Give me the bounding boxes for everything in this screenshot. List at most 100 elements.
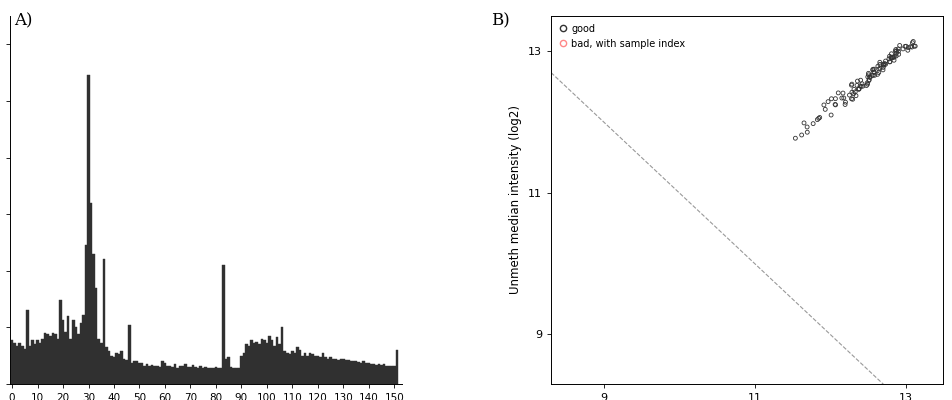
Bar bbox=[372, 364, 375, 384]
Point bbox=[860, 70, 875, 76]
Point bbox=[816, 102, 831, 108]
Bar bbox=[92, 254, 95, 384]
Point bbox=[845, 90, 861, 97]
Bar bbox=[263, 340, 266, 384]
Point bbox=[885, 53, 901, 60]
Bar bbox=[33, 344, 36, 384]
Bar bbox=[88, 76, 89, 384]
Bar bbox=[115, 353, 118, 384]
Bar bbox=[191, 365, 194, 384]
Point bbox=[870, 66, 885, 72]
Bar bbox=[322, 353, 324, 384]
Point bbox=[820, 98, 835, 105]
Bar bbox=[390, 366, 392, 384]
Point bbox=[811, 114, 826, 121]
Point bbox=[835, 90, 850, 96]
Bar bbox=[255, 342, 258, 384]
Bar bbox=[347, 360, 349, 384]
Bar bbox=[199, 366, 202, 384]
Point bbox=[888, 50, 903, 56]
Legend: good, bad, with sample index: good, bad, with sample index bbox=[555, 21, 687, 52]
Bar bbox=[100, 343, 103, 384]
Point bbox=[854, 80, 869, 87]
Bar bbox=[314, 356, 316, 384]
Bar bbox=[156, 366, 158, 384]
Bar bbox=[339, 359, 342, 384]
Bar bbox=[128, 324, 130, 384]
Bar bbox=[141, 363, 143, 384]
Point bbox=[861, 76, 876, 83]
Point bbox=[871, 61, 886, 68]
Bar bbox=[290, 352, 293, 384]
Bar bbox=[10, 340, 13, 384]
Bar bbox=[293, 353, 296, 384]
Bar bbox=[72, 320, 74, 384]
Bar bbox=[365, 363, 367, 384]
Point bbox=[881, 59, 896, 65]
Bar bbox=[237, 368, 240, 384]
Point bbox=[875, 62, 890, 68]
Point bbox=[906, 43, 922, 49]
Point bbox=[860, 74, 875, 80]
Point bbox=[862, 74, 877, 80]
Point bbox=[861, 78, 876, 84]
Point bbox=[891, 42, 906, 49]
Bar bbox=[166, 366, 169, 384]
Point bbox=[793, 132, 808, 138]
Bar bbox=[243, 353, 245, 384]
Point bbox=[827, 96, 843, 102]
Bar bbox=[47, 334, 49, 384]
Bar bbox=[105, 347, 108, 384]
Bar bbox=[89, 203, 92, 384]
Point bbox=[799, 124, 814, 130]
Bar bbox=[24, 349, 26, 384]
Bar bbox=[301, 356, 304, 384]
Bar bbox=[97, 339, 100, 384]
Bar bbox=[360, 363, 362, 384]
Bar bbox=[143, 366, 146, 384]
Point bbox=[835, 95, 850, 101]
Point bbox=[877, 58, 892, 64]
Bar bbox=[13, 343, 16, 384]
Point bbox=[863, 72, 879, 79]
Bar bbox=[286, 353, 288, 384]
Point bbox=[871, 65, 886, 71]
Bar bbox=[44, 333, 47, 384]
Point bbox=[823, 112, 838, 118]
Point bbox=[859, 80, 874, 86]
Bar bbox=[146, 364, 149, 384]
Point bbox=[875, 67, 890, 73]
Bar bbox=[59, 300, 62, 384]
Point bbox=[883, 54, 899, 61]
Bar bbox=[217, 368, 220, 384]
Point bbox=[837, 101, 852, 108]
Bar bbox=[228, 357, 229, 384]
Bar bbox=[207, 368, 209, 384]
Bar bbox=[214, 367, 217, 384]
Bar bbox=[118, 354, 120, 384]
Point bbox=[904, 38, 920, 45]
Bar bbox=[220, 368, 222, 384]
Point bbox=[864, 72, 880, 78]
Bar bbox=[126, 360, 128, 384]
Bar bbox=[21, 346, 24, 384]
Bar bbox=[153, 366, 156, 384]
Bar bbox=[377, 364, 380, 384]
Point bbox=[858, 82, 873, 89]
Bar bbox=[357, 362, 360, 384]
Bar bbox=[235, 368, 237, 384]
Y-axis label: Unmeth median intensity (log2): Unmeth median intensity (log2) bbox=[509, 106, 522, 294]
Bar bbox=[205, 367, 207, 384]
Bar bbox=[395, 350, 398, 384]
Point bbox=[862, 74, 877, 80]
Bar bbox=[130, 363, 133, 384]
Bar bbox=[362, 361, 365, 384]
Bar bbox=[327, 358, 329, 384]
Point bbox=[864, 66, 880, 72]
Bar bbox=[169, 366, 171, 384]
Point bbox=[850, 86, 865, 92]
Point bbox=[804, 120, 820, 127]
Bar bbox=[176, 368, 179, 384]
Point bbox=[865, 69, 881, 75]
Bar bbox=[240, 356, 243, 384]
